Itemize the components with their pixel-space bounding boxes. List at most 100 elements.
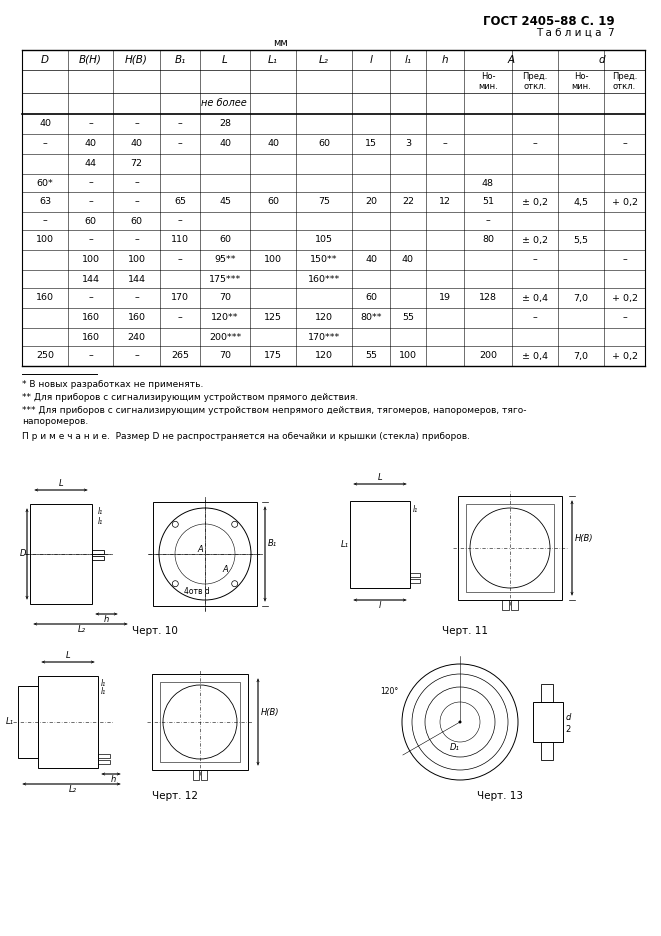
Bar xyxy=(410,579,420,583)
Bar xyxy=(466,504,554,592)
Bar xyxy=(160,682,240,762)
Text: –: – xyxy=(42,216,48,226)
Text: 2: 2 xyxy=(565,725,570,735)
Text: –: – xyxy=(134,179,139,187)
Text: Черт. 12: Черт. 12 xyxy=(152,791,198,801)
Bar xyxy=(541,742,553,760)
Bar xyxy=(193,770,199,780)
Bar xyxy=(153,502,257,606)
Text: *** Для приборов с сигнализирующим устройством непрямого действия, тягомеров, на: *** Для приборов с сигнализирующим устро… xyxy=(22,406,527,415)
Text: D₁: D₁ xyxy=(450,742,460,752)
Text: 160: 160 xyxy=(81,314,100,323)
Text: d: d xyxy=(598,55,605,65)
Text: –: – xyxy=(88,294,93,302)
Text: –: – xyxy=(178,216,182,226)
Text: –: – xyxy=(443,139,447,149)
Text: 5,5: 5,5 xyxy=(574,236,588,244)
Text: –: – xyxy=(178,139,182,149)
Text: H(B): H(B) xyxy=(260,708,279,716)
Bar xyxy=(511,600,518,610)
Text: –: – xyxy=(42,139,48,149)
Text: 80: 80 xyxy=(482,236,494,244)
Text: d: d xyxy=(565,712,570,722)
Text: 175: 175 xyxy=(264,352,282,360)
Text: L: L xyxy=(377,473,382,481)
Text: 4отв d: 4отв d xyxy=(184,588,210,596)
Text: 128: 128 xyxy=(479,294,497,302)
Text: 22: 22 xyxy=(402,197,414,207)
Text: не более: не более xyxy=(201,98,247,109)
Bar xyxy=(533,702,563,742)
Bar xyxy=(350,501,410,588)
Text: 75: 75 xyxy=(318,197,330,207)
Text: –: – xyxy=(178,120,182,128)
Text: B₁: B₁ xyxy=(175,55,186,65)
Text: L₂: L₂ xyxy=(319,55,329,65)
Text: 95**: 95** xyxy=(214,256,236,265)
Text: 60: 60 xyxy=(318,139,330,149)
Text: ± 0,4: ± 0,4 xyxy=(522,352,548,360)
Text: 20: 20 xyxy=(365,197,377,207)
Text: 100: 100 xyxy=(128,256,145,265)
Text: 55: 55 xyxy=(402,314,414,323)
Text: 60: 60 xyxy=(85,216,97,226)
Text: 72: 72 xyxy=(130,159,143,168)
Text: l₁: l₁ xyxy=(97,518,102,526)
Text: –: – xyxy=(533,314,537,323)
Text: –: – xyxy=(178,256,182,265)
Text: l₁: l₁ xyxy=(405,55,412,65)
Text: 125: 125 xyxy=(264,314,282,323)
Bar xyxy=(98,760,110,764)
Text: + 0,2: + 0,2 xyxy=(611,197,637,207)
Text: 60: 60 xyxy=(267,197,279,207)
Text: Но-
мин.: Но- мин. xyxy=(571,72,591,91)
Text: 144: 144 xyxy=(81,274,100,284)
Text: 19: 19 xyxy=(439,294,451,302)
Text: Черт. 11: Черт. 11 xyxy=(442,626,488,636)
Text: 120: 120 xyxy=(315,314,333,323)
Text: B₁: B₁ xyxy=(268,539,276,548)
Text: 120: 120 xyxy=(315,352,333,360)
Text: 175***: 175*** xyxy=(209,274,241,284)
Text: –: – xyxy=(134,197,139,207)
Text: L₁: L₁ xyxy=(268,55,278,65)
Text: –: – xyxy=(533,256,537,265)
Bar xyxy=(410,573,420,577)
Text: 144: 144 xyxy=(128,274,145,284)
Text: ** Для приборов с сигнализирующим устройством прямого действия.: ** Для приборов с сигнализирующим устрой… xyxy=(22,393,358,402)
Text: П р и м е ч а н и е.  Размер D не распространяется на обечайки и крышки (стекла): П р и м е ч а н и е. Размер D не распрос… xyxy=(22,432,470,441)
Text: 110: 110 xyxy=(171,236,189,244)
Bar xyxy=(458,496,562,600)
Text: 150**: 150** xyxy=(310,256,338,265)
Text: 70: 70 xyxy=(219,352,231,360)
Text: –: – xyxy=(88,120,93,128)
Text: 7,0: 7,0 xyxy=(574,294,588,302)
Text: 80**: 80** xyxy=(360,314,382,323)
Text: 45: 45 xyxy=(219,197,231,207)
Bar xyxy=(201,770,207,780)
Text: –: – xyxy=(533,139,537,149)
Text: D: D xyxy=(41,55,49,65)
Text: 15: 15 xyxy=(365,139,377,149)
Text: D: D xyxy=(20,549,26,559)
Text: 170: 170 xyxy=(171,294,189,302)
Text: L: L xyxy=(59,479,63,489)
Text: –: – xyxy=(88,236,93,244)
Text: 40: 40 xyxy=(130,139,143,149)
Text: 160: 160 xyxy=(81,332,100,342)
Text: l₁: l₁ xyxy=(100,688,106,696)
Text: L₁: L₁ xyxy=(6,718,14,726)
Text: 160: 160 xyxy=(36,294,54,302)
Text: 160***: 160*** xyxy=(308,274,340,284)
Text: 40: 40 xyxy=(85,139,97,149)
Text: 51: 51 xyxy=(482,197,494,207)
Text: 60: 60 xyxy=(130,216,143,226)
Text: 265: 265 xyxy=(171,352,189,360)
Text: ± 0,4: ± 0,4 xyxy=(522,294,548,302)
Text: –: – xyxy=(134,120,139,128)
Text: ± 0,2: ± 0,2 xyxy=(522,197,548,207)
Text: Пред.
откл.: Пред. откл. xyxy=(612,72,637,91)
Text: –: – xyxy=(88,179,93,187)
Text: 200***: 200*** xyxy=(209,332,241,342)
Text: L: L xyxy=(222,55,228,65)
